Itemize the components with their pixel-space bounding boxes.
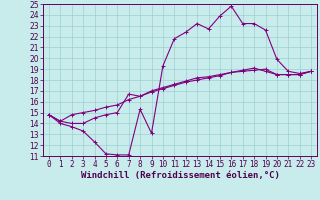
X-axis label: Windchill (Refroidissement éolien,°C): Windchill (Refroidissement éolien,°C)	[81, 171, 279, 180]
